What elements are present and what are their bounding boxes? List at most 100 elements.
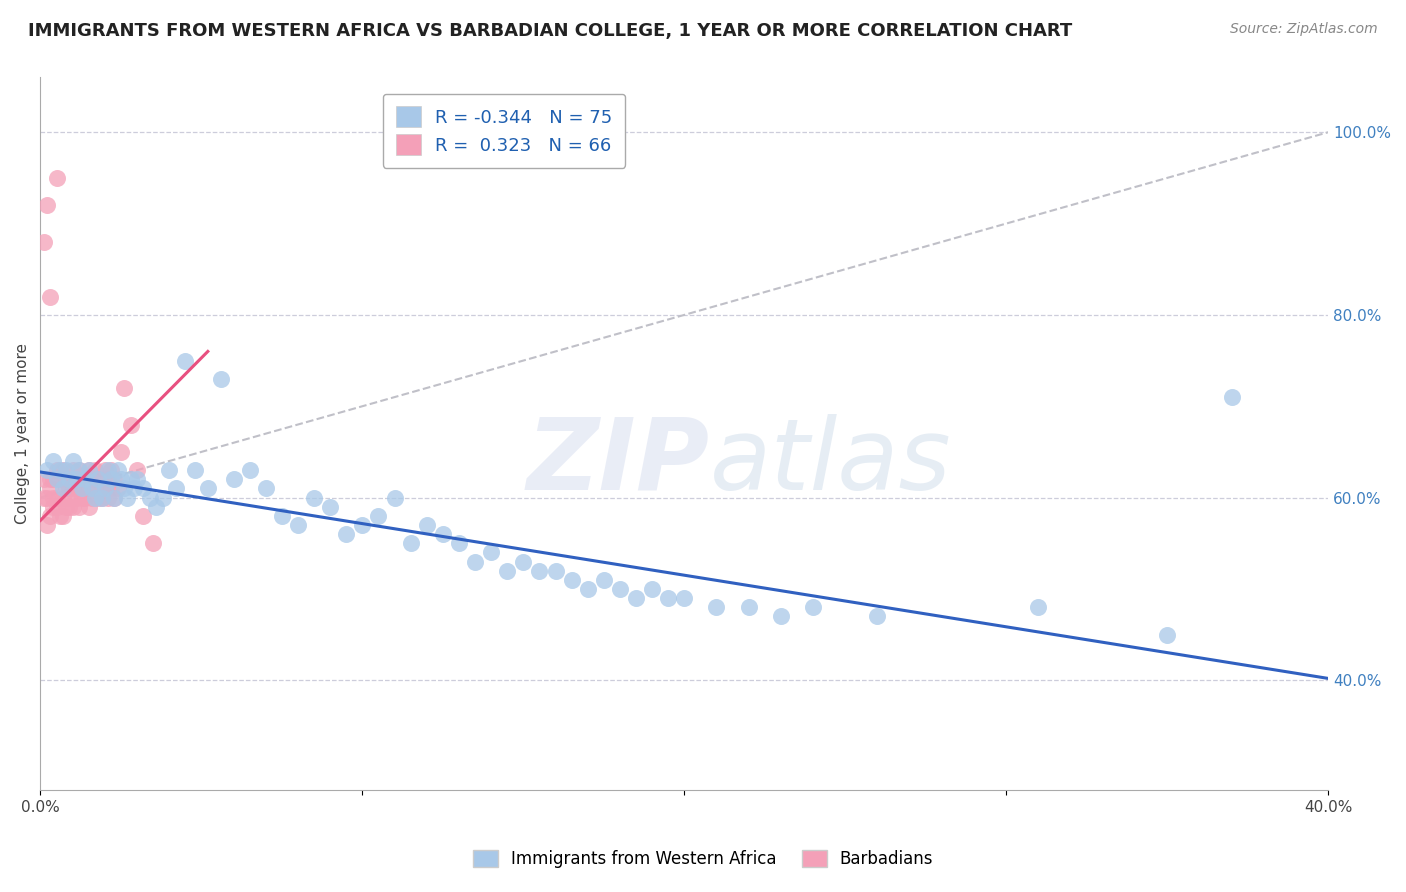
Legend: Immigrants from Western Africa, Barbadians: Immigrants from Western Africa, Barbadia… bbox=[465, 843, 941, 875]
Point bbox=[62, 454, 84, 468]
Point bbox=[103, 472, 125, 486]
Point bbox=[100, 482, 122, 496]
Point bbox=[62, 500, 84, 514]
Point bbox=[32, 472, 55, 486]
Point bbox=[432, 527, 454, 541]
Text: ZIP: ZIP bbox=[527, 414, 710, 510]
Point bbox=[197, 482, 219, 496]
Point bbox=[45, 491, 67, 505]
Point bbox=[42, 454, 65, 468]
Point bbox=[39, 482, 62, 496]
Point bbox=[94, 482, 117, 496]
Point bbox=[512, 554, 534, 568]
Point bbox=[45, 500, 67, 514]
Point bbox=[866, 609, 889, 624]
Point bbox=[67, 463, 90, 477]
Point bbox=[77, 463, 100, 477]
Point bbox=[319, 500, 342, 514]
Point bbox=[222, 472, 245, 486]
Point bbox=[90, 491, 112, 505]
Point bbox=[270, 508, 292, 523]
Point bbox=[120, 472, 142, 486]
Point bbox=[94, 463, 117, 477]
Point bbox=[52, 508, 75, 523]
Point bbox=[94, 482, 117, 496]
Point bbox=[62, 463, 84, 477]
Point bbox=[62, 482, 84, 496]
Point bbox=[75, 472, 97, 486]
Point bbox=[1220, 390, 1243, 404]
Point bbox=[67, 482, 90, 496]
Point bbox=[55, 500, 77, 514]
Point bbox=[72, 482, 94, 496]
Point bbox=[673, 591, 696, 605]
Point bbox=[801, 600, 824, 615]
Text: IMMIGRANTS FROM WESTERN AFRICA VS BARBADIAN COLLEGE, 1 YEAR OR MORE CORRELATION : IMMIGRANTS FROM WESTERN AFRICA VS BARBAD… bbox=[28, 22, 1073, 40]
Point bbox=[55, 463, 77, 477]
Point bbox=[464, 554, 486, 568]
Point bbox=[142, 536, 165, 550]
Point bbox=[35, 518, 58, 533]
Y-axis label: College, 1 year or more: College, 1 year or more bbox=[15, 343, 30, 524]
Point bbox=[447, 536, 470, 550]
Point bbox=[132, 508, 155, 523]
Point bbox=[58, 491, 80, 505]
Point bbox=[132, 482, 155, 496]
Point bbox=[384, 491, 406, 505]
Point bbox=[184, 463, 207, 477]
Point bbox=[90, 491, 112, 505]
Point bbox=[110, 472, 132, 486]
Point bbox=[592, 573, 614, 587]
Point bbox=[72, 482, 94, 496]
Point bbox=[152, 491, 174, 505]
Point bbox=[706, 600, 728, 615]
Point bbox=[609, 582, 631, 596]
Point bbox=[87, 491, 110, 505]
Point bbox=[769, 609, 792, 624]
Point bbox=[32, 491, 55, 505]
Point bbox=[67, 463, 90, 477]
Point bbox=[42, 500, 65, 514]
Point bbox=[65, 472, 87, 486]
Point bbox=[737, 600, 759, 615]
Point bbox=[84, 491, 107, 505]
Point bbox=[87, 472, 110, 486]
Point bbox=[1156, 627, 1178, 641]
Point bbox=[416, 518, 439, 533]
Point bbox=[58, 500, 80, 514]
Point bbox=[561, 573, 583, 587]
Point bbox=[80, 472, 103, 486]
Point bbox=[55, 482, 77, 496]
Point bbox=[335, 527, 357, 541]
Point bbox=[32, 235, 55, 249]
Point bbox=[97, 472, 120, 486]
Text: atlas: atlas bbox=[710, 414, 952, 510]
Point bbox=[45, 472, 67, 486]
Point bbox=[112, 381, 135, 395]
Point bbox=[77, 500, 100, 514]
Point bbox=[77, 463, 100, 477]
Point bbox=[87, 472, 110, 486]
Point bbox=[352, 518, 374, 533]
Point bbox=[48, 463, 70, 477]
Point bbox=[39, 508, 62, 523]
Point bbox=[75, 472, 97, 486]
Point bbox=[174, 353, 197, 368]
Point bbox=[125, 472, 148, 486]
Point bbox=[48, 508, 70, 523]
Point bbox=[112, 482, 135, 496]
Point bbox=[657, 591, 679, 605]
Point bbox=[103, 491, 125, 505]
Point bbox=[145, 500, 167, 514]
Point bbox=[399, 536, 422, 550]
Point bbox=[239, 463, 262, 477]
Point bbox=[52, 463, 75, 477]
Point bbox=[103, 491, 125, 505]
Point bbox=[97, 463, 120, 477]
Point bbox=[97, 491, 120, 505]
Point bbox=[84, 463, 107, 477]
Point bbox=[544, 564, 567, 578]
Point bbox=[35, 463, 58, 477]
Point bbox=[39, 290, 62, 304]
Point bbox=[52, 491, 75, 505]
